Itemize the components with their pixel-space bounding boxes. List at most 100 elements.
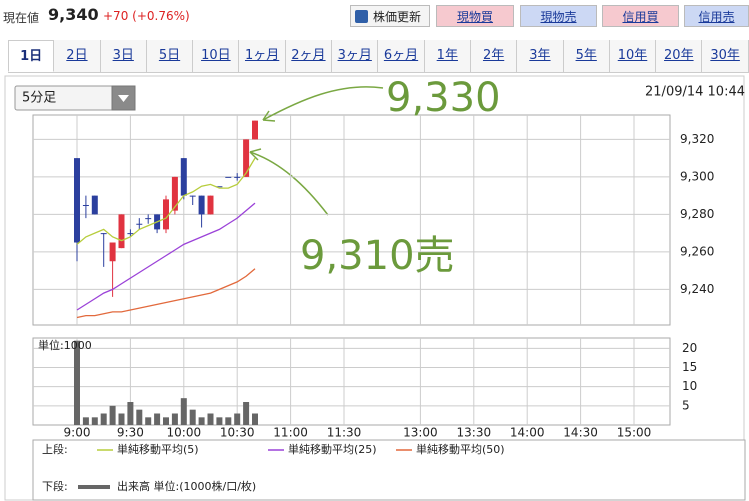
legend-entry: 単純移動平均(5) [117,442,199,456]
y-tick-label: 9,320 [680,132,714,146]
period-tabs: 1日 2日 3日 5日 10日 1ヶ月 2ヶ月 3ヶ月 6ヶ月 1年 2年 3年 5年 10年 20年 30年 [8,40,749,73]
y-tick-label: 9,240 [680,282,714,296]
plot: 9:00 9:30 10:00 10:30 11:00 11:30 13:00 13:30 14… [33,115,714,493]
tab[interactable]: 2ヶ月 [286,40,333,72]
tab[interactable]: 5日 [147,40,194,72]
volume-bar [74,340,80,425]
legend-entry: 単純移動平均(50) [416,442,505,456]
volume-bar [252,413,258,425]
price: 9,340 [48,5,99,24]
button[interactable]: 現物買 [436,5,514,27]
legend-label: 上段: [42,442,68,456]
volume-panel [32,337,671,426]
x-tick-label: 10:00 [167,426,202,440]
price-label: 現在値 [3,11,40,25]
volume-bar [198,417,205,425]
volume-bar [216,417,223,425]
candle-body [198,195,205,215]
tab[interactable]: 5年 [564,40,610,72]
y-tick-label: 15 [682,360,697,374]
candle-body [234,176,241,178]
candle-body [216,186,223,188]
x-tick-label: 13:30 [457,426,492,440]
volume-bar [180,398,187,425]
header: 現在値 9,340 +70 (+0.76%) 株価更新 現物買 現物売 信用買 … [0,0,749,34]
tab[interactable]: 1ヶ月 [239,40,286,72]
unit-label: 単位:1000 [38,338,92,352]
tab[interactable]: 1日 [8,40,55,72]
tab[interactable]: 3年 [517,40,564,72]
legend-box [32,439,746,501]
volume-bar [91,417,98,425]
legend-entry: 出来高 単位:(1000株/口/枚) [117,479,256,493]
legend-label: 下段: [42,479,68,493]
y-tick-label: 9,280 [680,207,714,221]
volume-bar [118,413,125,425]
button[interactable]: 信用買 [602,5,679,27]
x-tick-label: 14:30 [563,426,598,440]
arrowhead [249,148,262,161]
tab[interactable]: 1年 [425,40,471,72]
volume-bar [207,413,214,425]
moving-average [76,268,256,319]
candle-body [163,199,169,230]
annotation: 9,310売 [300,233,455,279]
tab[interactable]: 3日 [101,40,147,72]
x-tick-label: 11:00 [273,426,308,440]
volume-bar [163,417,169,425]
price-change: +70 (+0.76%) [103,9,190,23]
tab[interactable]: 20年 [656,40,703,72]
select-arrow [118,95,129,102]
candle-body [91,195,98,215]
y-tick-label: 20 [682,341,697,355]
x-tick-label: 9:30 [117,426,144,440]
tab[interactable]: 10日 [193,40,240,72]
tab[interactable]: 10年 [610,40,657,72]
volume-bar [243,402,250,425]
chart-frame [4,75,745,501]
x-tick-label: 10:30 [220,426,255,440]
tab[interactable]: 30年 [702,40,749,72]
y-tick-label: 5 [682,398,690,412]
legend-entry: 単純移動平均(25) [288,442,377,456]
candle-body [136,223,143,225]
moving-average [76,157,256,245]
x-tick-label: 14:00 [510,426,545,440]
volume-bar [136,409,143,425]
button[interactable]: 信用売 [684,5,749,27]
volume-bar [189,409,196,425]
volume-bar [234,413,241,425]
tab[interactable]: 2年 [471,40,518,72]
candle-body [74,158,80,243]
button[interactable]: 現物売 [520,5,597,27]
candle-body [225,176,232,178]
volume-bar [100,413,107,425]
tab[interactable]: 2日 [54,40,101,72]
y-tick-label: 9,260 [680,244,714,258]
candle-body [127,233,134,235]
candle-body [109,242,116,262]
annotation-arrows [249,86,384,216]
tab[interactable]: 6ヶ月 [378,40,425,72]
volume-bar [225,417,232,425]
y-tick-label: 9,300 [680,169,714,183]
x-tick-label: 11:30 [327,426,362,440]
tab[interactable]: 3ヶ月 [332,40,379,72]
arrow [262,86,384,121]
x-tick-label: 15:00 [617,426,652,440]
candle-body [171,176,178,211]
volume-bar [82,417,89,425]
candle-body [189,195,196,197]
volume-bar [127,402,134,425]
price-panel [32,114,671,326]
volume-bar [171,413,178,425]
candle-body [82,205,89,206]
volume-bar [154,413,161,425]
candle-body [252,120,258,140]
arrowhead [262,110,276,122]
button[interactable]: 株価更新 [350,5,430,27]
candle-body [180,158,187,196]
candle-body [118,214,125,249]
